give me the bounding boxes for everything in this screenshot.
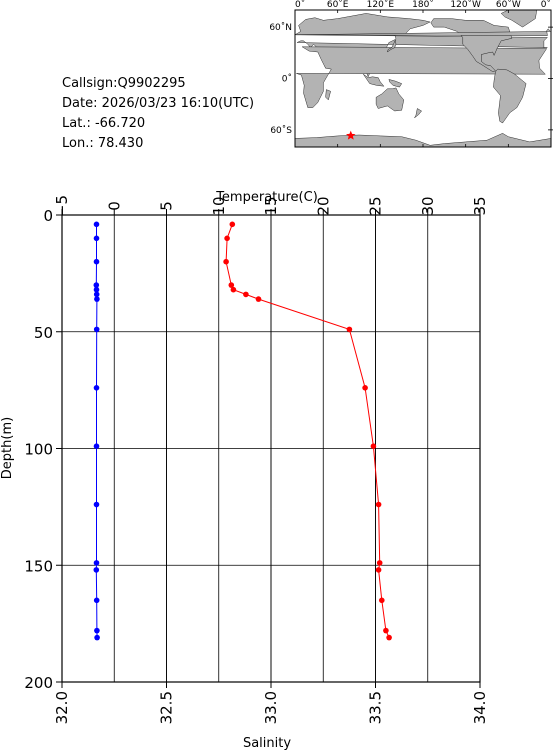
- map-land: [295, 10, 551, 147]
- north-america-shape: [430, 18, 513, 72]
- salinity-point: [93, 560, 100, 566]
- new-guinea-shape: [388, 79, 402, 88]
- salinity-point: [93, 221, 100, 228]
- new-zealand-shape: [414, 108, 422, 119]
- salinity-point: [93, 326, 100, 333]
- map-frame-ticks: [294, 10, 553, 147]
- salinity-profile-line: [95, 224, 98, 638]
- temperature-point: [243, 291, 249, 298]
- salinity-point: [94, 627, 100, 634]
- temperature-point: [386, 634, 392, 641]
- map-latitude-labels: 60˚N 0˚ 60˚S: [269, 22, 292, 136]
- temperature-tick-label: 5: [158, 201, 176, 211]
- map-lat-label: 60˚S: [270, 125, 292, 136]
- depth-tick-label: 100: [24, 441, 53, 459]
- map-lon-label: 60˚E: [327, 0, 349, 10]
- temperature-tick-label: 10: [210, 196, 228, 215]
- temperature-profile-line: [225, 224, 390, 638]
- depth-tick-label: 50: [34, 324, 53, 342]
- salinity-point: [93, 258, 100, 265]
- salinity-point: [93, 501, 100, 508]
- temperature-point: [370, 443, 377, 450]
- map-lon-label: 120˚W: [450, 0, 481, 10]
- temperature-point: [346, 326, 353, 333]
- longitude-text: Lon.: 78.430: [62, 136, 143, 151]
- japan-shape: [387, 39, 397, 53]
- antarctica-shape: [295, 133, 551, 147]
- salinity-point: [93, 286, 100, 293]
- salinity-point: [94, 296, 100, 302]
- temperature-point: [229, 221, 236, 228]
- temperature-point: [255, 296, 262, 302]
- uk-shape: [296, 28, 551, 36]
- temperature-tick-label: 0: [105, 201, 123, 211]
- depth-tick-label: 150: [24, 557, 53, 575]
- salinity-tick-label: 33.5: [367, 691, 385, 724]
- salinity-point: [93, 443, 100, 450]
- temperature-point: [379, 597, 385, 604]
- world-map: 0˚ 60˚E 120˚E 180˚ 120˚W 60˚W 0˚ 60˚N 0˚ 60˚S: [269, 0, 553, 148]
- latitude-text: Lat.: -66.720: [62, 116, 145, 131]
- temperature-tick-label: −5: [53, 195, 71, 217]
- salinity-point: [93, 282, 100, 288]
- temperature-tick-label: 15: [262, 196, 280, 215]
- temperature-point: [383, 627, 389, 634]
- map-lon-label: 0˚: [295, 0, 305, 10]
- depth-tick-label: 200: [24, 674, 53, 692]
- temperature-tick-label: 30: [419, 196, 437, 215]
- temperature-point: [375, 567, 382, 573]
- salinity-tick-label: 32.0: [53, 691, 71, 724]
- salinity-axis-title: Salinity: [243, 736, 291, 751]
- salinity-point: [93, 385, 100, 391]
- temperature-point: [376, 560, 383, 566]
- madagascar-shape: [325, 89, 331, 101]
- salinity-point: [93, 291, 100, 298]
- salinity-axis: 32.0 32.5 33.0 33.5 34.0: [53, 682, 489, 724]
- salinity-tick-label: 32.5: [158, 691, 176, 724]
- temperature-axis: −5 0 5 10 15 20 25 30 35: [53, 195, 489, 217]
- temperature-point: [230, 286, 237, 293]
- station-marker-icon: [346, 130, 356, 140]
- depth-axis-title: Depth(m): [0, 417, 15, 479]
- map-lon-label: 120˚E: [367, 0, 395, 10]
- grid-lines: [62, 215, 480, 682]
- salinity-point: [93, 235, 100, 242]
- salinity-tick-label: 34.0: [471, 691, 489, 724]
- temperature-tick-label: 20: [314, 196, 332, 215]
- temperature-point: [375, 501, 382, 508]
- salinity-point: [93, 567, 100, 573]
- callsign-text: Callsign:Q9902295: [62, 76, 186, 91]
- salinity-point: [94, 634, 100, 641]
- south-america-shape: [493, 68, 527, 124]
- map-lat-label: 60˚N: [269, 22, 292, 33]
- temperature-tick-label: 25: [367, 196, 385, 215]
- africa-shape: [296, 46, 548, 108]
- profile-chart: −5 0 5 10 15 20 25 30 35 32.0 32.5 33.0 33.5 34.0 05…: [0, 190, 489, 751]
- temperature-point: [224, 235, 230, 242]
- salinity-point: [93, 597, 100, 604]
- temperature-point: [228, 282, 235, 288]
- series-layer: [93, 221, 392, 641]
- station-info: Callsign:Q9902295 Date: 2026/03/23 16:10…: [62, 76, 254, 151]
- salinity-tick-label: 33.0: [262, 691, 280, 724]
- temperature-point: [223, 258, 229, 265]
- map-longitude-labels: 0˚ 60˚E 120˚E 180˚ 120˚W 60˚W 0˚: [295, 0, 551, 10]
- map-lon-label: 0˚: [541, 0, 551, 10]
- date-text: Date: 2026/03/23 16:10(UTC): [62, 96, 254, 111]
- temperature-point: [362, 385, 368, 391]
- greenland-shape: [500, 10, 538, 28]
- indonesia-shape: [363, 74, 385, 87]
- australia-shape: [375, 87, 405, 112]
- temperature-tick-label: 35: [471, 196, 489, 215]
- temperature-axis-title: Temperature(C): [215, 190, 318, 205]
- depth-axis: 0 50 100 150 200: [24, 207, 62, 692]
- map-lat-label: 0˚: [282, 74, 292, 85]
- depth-tick-label: 0: [43, 207, 53, 225]
- map-lon-label: 60˚W: [496, 0, 521, 10]
- map-lon-label: 180˚: [412, 0, 434, 10]
